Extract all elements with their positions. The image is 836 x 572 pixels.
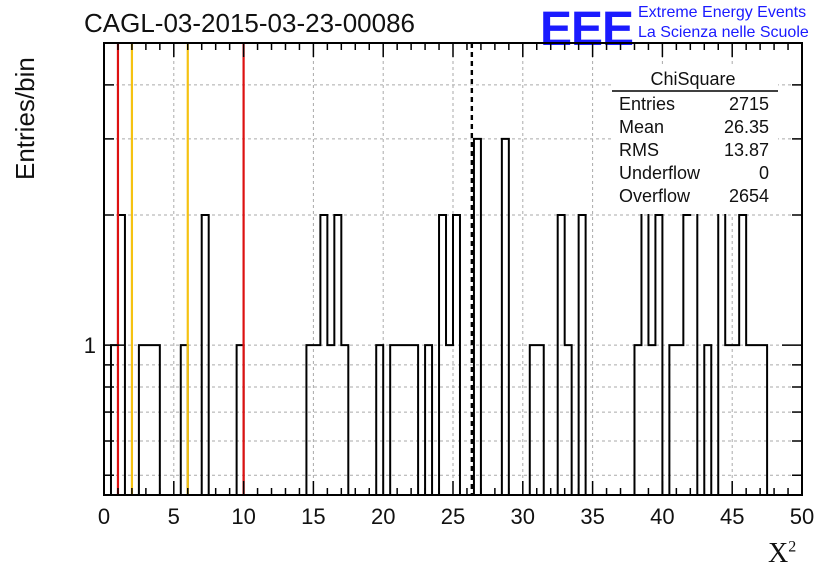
eee-logo: EEE: [540, 3, 634, 56]
histogram-bin: [760, 345, 767, 495]
histogram-bin: [376, 345, 383, 495]
stats-label: Overflow: [619, 186, 691, 206]
histogram-bin: [648, 345, 655, 495]
x-tick-label: 15: [301, 504, 325, 529]
histogram-bin: [683, 215, 690, 495]
histogram-bin: [341, 345, 348, 495]
stats-value: 0: [759, 163, 769, 183]
x-tick-label: 10: [231, 504, 255, 529]
histogram-bin: [753, 345, 760, 495]
x-tick-label: 20: [371, 504, 395, 529]
histogram-bin: [565, 345, 572, 495]
x-tick-label: 40: [650, 504, 674, 529]
histogram-bin: [439, 215, 446, 495]
stats-value: 13.87: [724, 140, 769, 160]
histogram-bin: [202, 215, 209, 495]
stats-label: Underflow: [619, 163, 701, 183]
histogram-bin: [579, 215, 586, 495]
x-tick-label: 50: [790, 504, 814, 529]
histogram-bin: [425, 345, 432, 495]
histogram-bin: [655, 215, 662, 495]
histogram-bin: [313, 345, 320, 495]
plot-title: CAGL-03-2015-03-23-00086: [84, 8, 415, 38]
histogram-bin: [404, 345, 411, 495]
logo-line-1: Extreme Energy Events: [638, 4, 807, 21]
histogram-bin: [732, 345, 739, 495]
histogram-bin: [334, 215, 341, 495]
histogram-bin: [327, 345, 334, 495]
x-tick-label: 30: [511, 504, 535, 529]
histogram-bin: [390, 345, 397, 495]
histogram-bin: [739, 215, 746, 495]
histogram-bin: [502, 139, 509, 495]
x-axis-label: X2: [768, 538, 797, 569]
histogram-bin: [474, 139, 481, 495]
stats-value: 26.35: [724, 117, 769, 137]
y-tick-label: 1: [84, 333, 96, 358]
histogram-bin: [397, 345, 404, 495]
histogram-bin: [453, 215, 460, 495]
stats-value: 2715: [729, 94, 769, 114]
x-tick-label: 5: [168, 504, 180, 529]
histogram-bin: [146, 345, 153, 495]
x-tick-label: 35: [580, 504, 604, 529]
x-tick-label: 25: [441, 504, 465, 529]
stats-value: 2654: [729, 186, 769, 206]
histogram-bin: [558, 215, 565, 495]
histogram-bin: [530, 345, 537, 495]
stats-label: Mean: [619, 117, 664, 137]
stats-label: RMS: [619, 140, 659, 160]
histogram-bin: [704, 345, 711, 495]
histogram-bin: [139, 345, 146, 495]
histogram-bin: [725, 345, 732, 495]
logo-line-2: La Scienza nelle Scuole: [638, 24, 809, 41]
histogram-bin: [320, 215, 327, 495]
histogram-bin: [746, 345, 753, 495]
histogram-bin: [537, 345, 544, 495]
histogram-bin: [446, 345, 453, 495]
histogram-bin: [634, 345, 641, 495]
stats-label: Entries: [619, 94, 675, 114]
x-tick-label: 0: [98, 504, 110, 529]
x-tick-label: 45: [720, 504, 744, 529]
histogram-bin: [411, 345, 418, 495]
histogram-bin: [676, 345, 683, 495]
histogram-bin: [669, 345, 676, 495]
histogram-bin: [306, 345, 313, 495]
histogram-bin: [153, 345, 160, 495]
stats-box-title: ChiSquare: [650, 69, 735, 89]
